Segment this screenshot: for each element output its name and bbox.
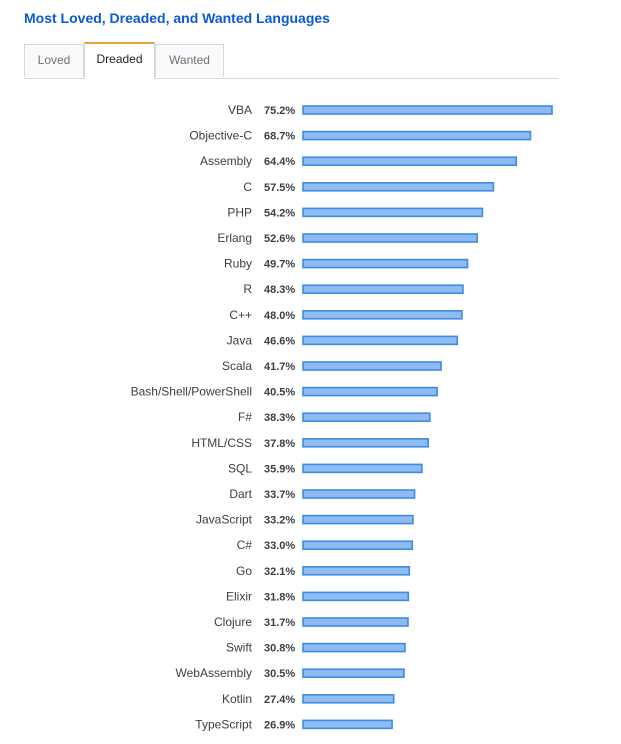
value-label: 52.6% [264,233,295,245]
category-label: Objective-C [189,129,252,143]
bar [302,437,429,448]
bar [302,514,414,525]
bar [302,361,442,371]
bar [302,258,469,269]
category-label: Assembly [200,154,252,168]
bar [302,130,532,141]
value-label: 35.9% [264,463,295,475]
value-label: 48.3% [264,284,295,296]
value-label: 49.7% [264,259,295,271]
category-label: F# [238,410,252,424]
value-label: 64.4% [264,156,295,168]
bar [302,284,464,295]
value-label: 68.7% [264,131,295,143]
category-label: C# [237,538,253,552]
value-label: 27.4% [264,694,295,706]
category-label: Ruby [224,257,252,271]
bar [302,386,438,397]
bar [302,233,478,243]
tab-loved[interactable]: Loved [24,44,84,77]
value-label: 31.8% [264,591,295,603]
value-label: 46.6% [264,335,295,347]
tab-bar: Loved Dreaded Wanted [24,42,558,79]
category-label: Scala [222,359,252,373]
value-label: 54.2% [264,207,295,219]
bar [302,565,411,576]
bar [302,693,395,704]
value-label: 75.2% [264,105,295,117]
bar [302,668,405,679]
category-label: PHP [227,205,252,219]
value-label: 38.3% [264,412,295,424]
category-label: SQL [228,461,252,475]
category-label: Erlang [217,231,252,245]
category-label: Dart [229,487,252,501]
chart-title: Most Loved, Dreaded, and Wanted Language… [24,10,330,26]
category-label: Kotlin [222,692,252,706]
value-label: 33.2% [264,515,295,527]
value-label: 40.5% [264,387,295,399]
value-label: 33.0% [264,540,295,552]
tab-wanted[interactable]: Wanted [155,44,224,77]
bar [302,105,553,115]
bar [302,489,416,499]
value-label: 33.7% [264,489,295,501]
category-label: C [243,180,252,194]
bar [302,463,423,474]
bar [302,540,414,551]
category-label: Elixir [226,589,252,603]
value-label: 48.0% [264,310,295,322]
category-label: HTML/CSS [191,436,252,450]
value-label: 30.5% [264,668,295,680]
value-label: 57.5% [264,182,295,194]
value-label: 41.7% [264,361,295,373]
category-label: C++ [229,308,252,322]
category-label: JavaScript [196,513,253,527]
bar [302,412,431,423]
tab-dreaded[interactable]: Dreaded [84,42,155,79]
value-label: 26.9% [264,719,295,731]
category-label: Clojure [214,615,252,629]
bar [302,309,463,320]
bar [302,591,410,602]
bar [302,617,409,627]
value-label: 32.1% [264,566,295,578]
category-label: R [243,282,252,296]
bar [302,156,518,166]
bar [302,335,459,346]
bar [302,719,393,730]
category-label: Bash/Shell/PowerShell [131,385,252,399]
value-label: 37.8% [264,438,295,450]
bar [302,642,406,653]
category-label: Java [227,333,253,347]
category-label: VBA [228,103,252,117]
category-label: WebAssembly [176,666,252,680]
category-label: Go [236,564,252,578]
value-label: 31.7% [264,617,295,629]
category-label: Swift [226,641,253,655]
bar [302,182,495,192]
bar [302,207,484,218]
category-label: TypeScript [195,717,252,731]
value-label: 30.8% [264,643,295,655]
